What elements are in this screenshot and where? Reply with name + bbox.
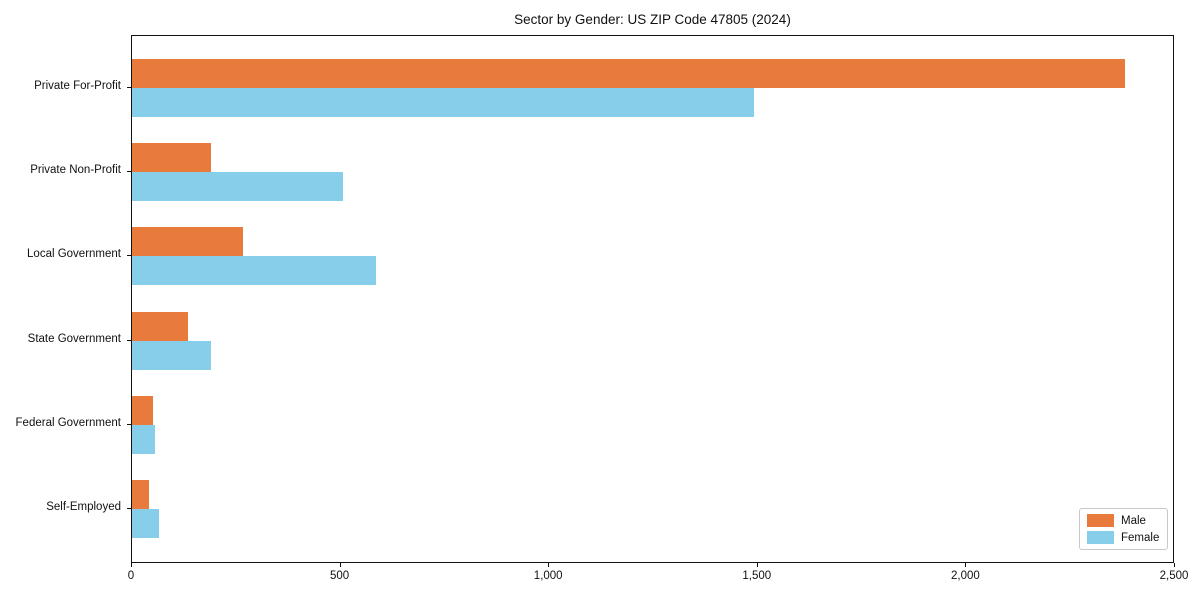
y-tick-mark	[127, 87, 131, 88]
legend-label-male: Male	[1121, 514, 1146, 527]
y-tick-mark	[127, 171, 131, 173]
y-axis-label-private-non-profit: Private Non-Profit	[30, 164, 121, 177]
bar-female-private-for-profit	[132, 88, 754, 117]
y-axis-label-private-for-profit: Private For-Profit	[34, 80, 121, 92]
x-tick-mark	[1174, 563, 1175, 567]
x-tick-mark	[131, 563, 132, 567]
legend-swatch-male	[1087, 514, 1114, 527]
bar-female-private-non-profit	[132, 172, 343, 202]
x-tick-label-0: 0	[127, 570, 135, 582]
bar-female-state-government	[132, 340, 212, 370]
y-axis-label-state-government: State Government	[27, 332, 121, 345]
y-axis-label-local-government: Local Government	[27, 248, 121, 261]
x-tick-mark	[339, 563, 341, 567]
bar-female-local-government	[132, 256, 377, 286]
x-tick-label-2500: 2,500	[1159, 570, 1189, 582]
bar-male-local-government	[132, 227, 243, 257]
y-axis-label-self-employed: Self-Employed	[46, 501, 121, 513]
bar-male-self-employed	[132, 480, 149, 509]
plot-area	[131, 35, 1174, 563]
x-tick-label-1500: 1,500	[742, 570, 772, 582]
x-tick-label-1000: 1,000	[533, 570, 563, 582]
legend: Male Female	[1079, 508, 1168, 550]
x-tick-mark	[965, 563, 967, 567]
x-tick-mark	[548, 563, 550, 567]
bar-female-self-employed	[132, 509, 160, 538]
bar-male-private-for-profit	[132, 59, 1125, 88]
bar-male-federal-government	[132, 395, 153, 425]
legend-item-female: Female	[1087, 531, 1159, 544]
x-tick-label-500: 500	[330, 570, 350, 582]
y-tick-mark	[127, 339, 131, 341]
x-tick-label-2000: 2,000	[951, 570, 980, 582]
bar-female-federal-government	[132, 424, 155, 454]
legend-label-female: Female	[1121, 531, 1160, 544]
x-tick-mark	[756, 563, 758, 567]
y-tick-mark	[127, 423, 131, 425]
y-tick-mark	[127, 255, 131, 257]
legend-item-male: Male	[1087, 514, 1159, 527]
bar-male-private-non-profit	[132, 143, 212, 173]
bar-male-state-government	[132, 311, 189, 341]
y-axis-label-federal-government: Federal Government	[15, 416, 121, 429]
legend-swatch-female	[1087, 531, 1114, 544]
y-tick-mark	[127, 508, 131, 509]
chart-title: Sector by Gender: US ZIP Code 47805 (202…	[514, 12, 791, 27]
